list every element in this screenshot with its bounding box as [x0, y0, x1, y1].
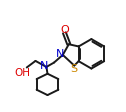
Text: N: N	[56, 49, 64, 59]
Text: N: N	[39, 61, 48, 71]
Text: OH: OH	[14, 68, 30, 79]
Text: O: O	[60, 25, 69, 35]
Text: S: S	[70, 64, 77, 74]
